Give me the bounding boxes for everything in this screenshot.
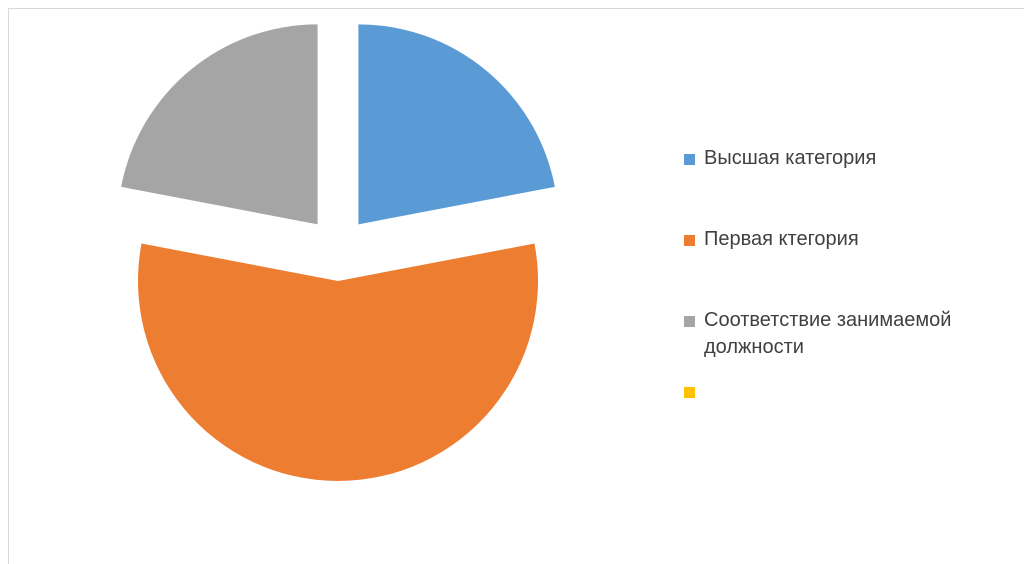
pie-slice-0 <box>358 24 555 225</box>
pie-slice-1 <box>138 243 539 482</box>
legend-swatch-2 <box>684 316 695 327</box>
legend-swatch-1 <box>684 235 695 246</box>
legend-item-0: Высшая категория <box>684 145 1019 172</box>
legend-swatch-3 <box>684 387 695 398</box>
pie-slice-2 <box>121 24 318 225</box>
legend: Высшая категория Первая ктегория Соответ… <box>684 140 1019 405</box>
legend-label-0: Высшая категория <box>704 147 877 169</box>
legend-label-2: Соответствие занимаемой должности <box>704 309 952 358</box>
legend-item-3 <box>684 378 1019 405</box>
legend-item-1: Первая ктегория <box>684 226 1019 253</box>
legend-item-2: Соответствие занимаемой должности <box>684 307 1019 361</box>
legend-swatch-0 <box>684 154 695 165</box>
legend-label-1: Первая ктегория <box>704 228 859 250</box>
